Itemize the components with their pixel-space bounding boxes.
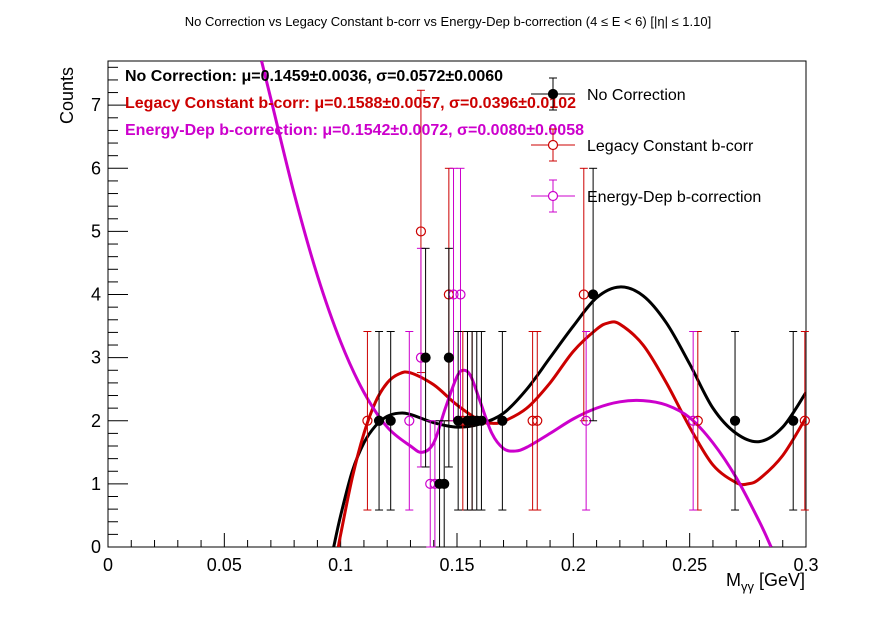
- data-point: [453, 331, 464, 511]
- legend-entry: Energy-Dep b-correction: [531, 179, 761, 213]
- data-point: [532, 331, 543, 511]
- data-point: [420, 247, 431, 468]
- data-point: [443, 247, 454, 468]
- legend-marker: [547, 190, 559, 202]
- fit-curve: [336, 320, 806, 547]
- y-tick-label: 5: [91, 221, 101, 241]
- x-axis-label: Mγγ [GeV]: [726, 570, 805, 594]
- data-point: [578, 167, 589, 422]
- x-tick-label: 0.25: [672, 555, 707, 575]
- data-point: [439, 420, 450, 548]
- legend-label: Energy-Dep b-correction: [587, 189, 761, 206]
- y-tick-label: 3: [91, 348, 101, 368]
- legend: No Correction Legacy Constant b-corr Energ…: [531, 77, 761, 213]
- data-point: [588, 167, 599, 422]
- marker: [439, 478, 450, 489]
- marker: [578, 289, 589, 300]
- data-point: [497, 331, 508, 511]
- legend-marker: [547, 88, 559, 100]
- marker: [385, 415, 396, 426]
- y-tick-label: 7: [91, 95, 101, 115]
- marker: [476, 415, 487, 426]
- marker: [532, 415, 543, 426]
- y-tick-label: 4: [91, 285, 101, 305]
- data-points: [362, 89, 810, 548]
- marker: [373, 415, 385, 426]
- x-tick-label: 0.1: [328, 555, 353, 575]
- marker: [362, 415, 373, 426]
- marker: [404, 415, 415, 426]
- legend-label: No Correction: [587, 87, 686, 104]
- legend-label: Legacy Constant b-corr: [587, 138, 754, 155]
- fit-curve: [332, 285, 806, 547]
- y-tick-label: 2: [91, 411, 101, 431]
- marker: [688, 415, 699, 426]
- y-tick-label: 1: [91, 474, 101, 494]
- y-axis-label: Counts: [57, 67, 77, 124]
- marker: [799, 415, 810, 426]
- legend-marker: [547, 139, 559, 151]
- data-point: [404, 331, 415, 511]
- marker: [455, 289, 466, 300]
- y-tick-label: 0: [91, 537, 101, 557]
- data-point: [455, 167, 466, 422]
- fit-result: Energy-Dep b-correction: μ=0.1542±0.0072…: [125, 122, 584, 139]
- x-tick-label: 0: [103, 555, 113, 575]
- data-point: [729, 331, 741, 511]
- marker: [415, 226, 427, 237]
- x-tick-label: 0.15: [439, 555, 474, 575]
- marker: [588, 289, 599, 300]
- marker: [729, 415, 741, 426]
- data-point: [688, 331, 699, 511]
- marker: [420, 352, 431, 363]
- fit-result: No Correction: μ=0.1459±0.0036, σ=0.0572…: [125, 68, 503, 85]
- fit-curve: [260, 61, 773, 547]
- chart-title: No Correction vs Legacy Constant b-corr …: [185, 14, 711, 29]
- data-point: [362, 331, 373, 511]
- legend-entry: Legacy Constant b-corr: [531, 128, 754, 162]
- marker: [443, 352, 454, 363]
- fit-results: No Correction: μ=0.1459±0.0036, σ=0.0572…: [125, 68, 584, 139]
- data-point: [476, 331, 487, 511]
- fit-result: Legacy Constant b-corr: μ=0.1588±0.0057,…: [125, 95, 576, 112]
- x-tick-label: 0.2: [561, 555, 586, 575]
- y-axis: 0 1 2 3 4 5 6 7: [91, 66, 128, 557]
- marker: [453, 415, 464, 426]
- data-point: [788, 331, 799, 511]
- legend-entry: No Correction: [531, 77, 686, 111]
- x-axis: 0 0.05 0.1 0.15 0.2 0.25 0.3: [103, 533, 819, 575]
- y-tick-label: 6: [91, 158, 101, 178]
- data-point: [373, 331, 385, 511]
- data-point: [385, 331, 396, 511]
- marker: [497, 415, 508, 426]
- x-tick-label: 0.05: [207, 555, 242, 575]
- x-tick-label: 0.3: [793, 555, 818, 575]
- marker: [788, 415, 799, 426]
- data-point: [799, 331, 810, 511]
- fit-curves: [260, 61, 806, 547]
